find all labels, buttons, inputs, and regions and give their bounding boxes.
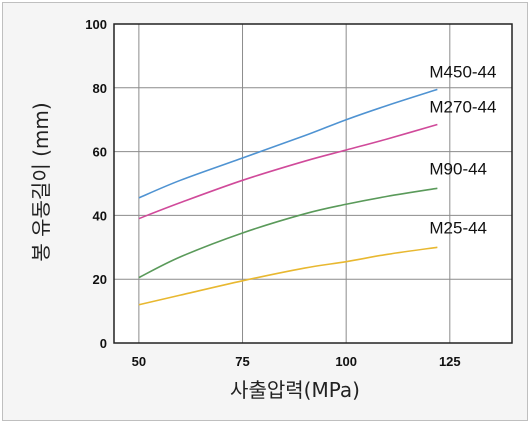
y-tick-label: 100 xyxy=(85,17,107,32)
tick-labels: 0 20 40 60 80 100 50 75 100 125 xyxy=(85,17,460,369)
x-tick-label: 75 xyxy=(235,354,249,369)
series-label-m90-44: M90-44 xyxy=(429,159,487,178)
plot-background xyxy=(114,24,512,343)
series-label-m450-44: M450-44 xyxy=(429,62,496,81)
x-axis-title: 사출압력(MPa) xyxy=(230,378,360,402)
y-axis-title: 봉 유동길이 (mm) xyxy=(29,102,53,261)
series-label-m25-44: M25-44 xyxy=(429,218,487,237)
y-tick-label: 60 xyxy=(93,145,107,160)
grid xyxy=(114,24,512,343)
series-lines xyxy=(138,88,438,306)
series-line-m25-44 xyxy=(138,246,438,306)
y-tick-label: 20 xyxy=(93,272,107,287)
y-tick-label: 0 xyxy=(100,336,107,351)
series-line-m450-44 xyxy=(138,88,438,199)
y-tick-label: 40 xyxy=(93,208,107,223)
series-labels: M450-44 M270-44 M90-44 M25-44 xyxy=(429,62,496,237)
x-tick-label: 50 xyxy=(132,354,146,369)
y-tick-label: 80 xyxy=(93,81,107,96)
series-line-m270-44 xyxy=(138,123,438,220)
x-tick-label: 125 xyxy=(439,354,461,369)
x-tick-label: 100 xyxy=(335,354,357,369)
plot-area xyxy=(113,23,513,344)
series-label-m270-44: M270-44 xyxy=(429,97,496,116)
series-line-m90-44 xyxy=(138,187,438,279)
